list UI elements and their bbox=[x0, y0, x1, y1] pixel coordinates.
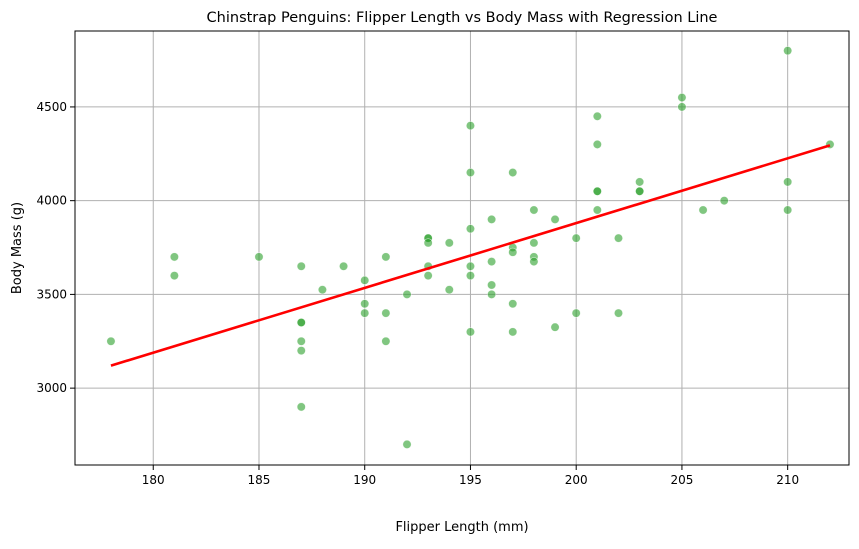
y-tick-label: 3000 bbox=[36, 381, 67, 395]
data-point bbox=[254, 252, 264, 262]
grid-layer bbox=[75, 31, 849, 465]
data-point bbox=[677, 93, 687, 103]
x-tick-label: 210 bbox=[776, 473, 799, 487]
x-axis-label: Flipper Length (mm) bbox=[395, 520, 528, 535]
data-point bbox=[592, 186, 602, 196]
data-point bbox=[783, 205, 793, 215]
y-tick-label: 3500 bbox=[36, 287, 67, 301]
x-tick-label: 180 bbox=[142, 473, 165, 487]
regression-layer bbox=[110, 144, 831, 367]
y-axis: 3000 3500 4000 4500 bbox=[36, 100, 75, 395]
data-point bbox=[169, 271, 179, 281]
plot-frame bbox=[74, 30, 850, 466]
data-point bbox=[613, 308, 623, 318]
data-point bbox=[465, 261, 475, 271]
data-point bbox=[360, 275, 370, 285]
data-point bbox=[465, 271, 475, 281]
data-point bbox=[487, 214, 497, 224]
data-point bbox=[465, 168, 475, 178]
data-point bbox=[381, 336, 391, 346]
x-tick-label: 190 bbox=[353, 473, 376, 487]
data-point bbox=[360, 308, 370, 318]
data-point bbox=[571, 308, 581, 318]
data-point bbox=[296, 346, 306, 356]
data-point bbox=[296, 261, 306, 271]
data-point bbox=[465, 224, 475, 234]
data-point bbox=[381, 308, 391, 318]
points-layer bbox=[106, 46, 835, 449]
data-point bbox=[571, 233, 581, 243]
data-point bbox=[402, 439, 412, 449]
data-point bbox=[592, 139, 602, 149]
data-point bbox=[317, 285, 327, 295]
data-point bbox=[592, 111, 602, 121]
data-point bbox=[444, 285, 454, 295]
regression-line bbox=[110, 144, 831, 367]
data-point bbox=[423, 238, 433, 248]
data-point bbox=[529, 257, 539, 267]
data-point bbox=[106, 336, 116, 346]
data-point bbox=[360, 299, 370, 309]
x-axis: 180 185 190 195 200 205 210 bbox=[142, 465, 799, 487]
data-point bbox=[677, 102, 687, 112]
data-point bbox=[487, 280, 497, 290]
data-point bbox=[613, 233, 623, 243]
data-point bbox=[423, 271, 433, 281]
data-point bbox=[508, 247, 518, 257]
data-point bbox=[550, 322, 560, 332]
x-tick-label: 195 bbox=[459, 473, 482, 487]
data-point bbox=[296, 336, 306, 346]
data-point bbox=[296, 402, 306, 412]
data-point bbox=[719, 196, 729, 206]
data-point bbox=[698, 205, 708, 215]
data-point bbox=[783, 177, 793, 187]
data-point bbox=[296, 318, 306, 328]
x-tick-label: 205 bbox=[670, 473, 693, 487]
data-point bbox=[402, 289, 412, 299]
data-point bbox=[550, 214, 560, 224]
data-point bbox=[465, 121, 475, 131]
data-point bbox=[529, 238, 539, 248]
data-point bbox=[783, 46, 793, 56]
data-point bbox=[635, 186, 645, 196]
data-point bbox=[508, 299, 518, 309]
data-point bbox=[169, 252, 179, 262]
x-tick-label: 185 bbox=[248, 473, 271, 487]
data-point bbox=[592, 205, 602, 215]
data-point bbox=[529, 205, 539, 215]
x-tick-label: 200 bbox=[565, 473, 588, 487]
data-point bbox=[508, 168, 518, 178]
data-point bbox=[339, 261, 349, 271]
chart-title: Chinstrap Penguins: Flipper Length vs Bo… bbox=[207, 10, 718, 26]
data-point bbox=[635, 177, 645, 187]
y-tick-label: 4500 bbox=[36, 100, 67, 114]
data-point bbox=[444, 238, 454, 248]
data-point bbox=[508, 327, 518, 337]
y-axis-label: Body Mass (g) bbox=[10, 202, 25, 294]
data-point bbox=[381, 252, 391, 262]
y-tick-label: 4000 bbox=[36, 194, 67, 208]
data-point bbox=[465, 327, 475, 337]
data-point bbox=[487, 289, 497, 299]
data-point bbox=[487, 257, 497, 267]
